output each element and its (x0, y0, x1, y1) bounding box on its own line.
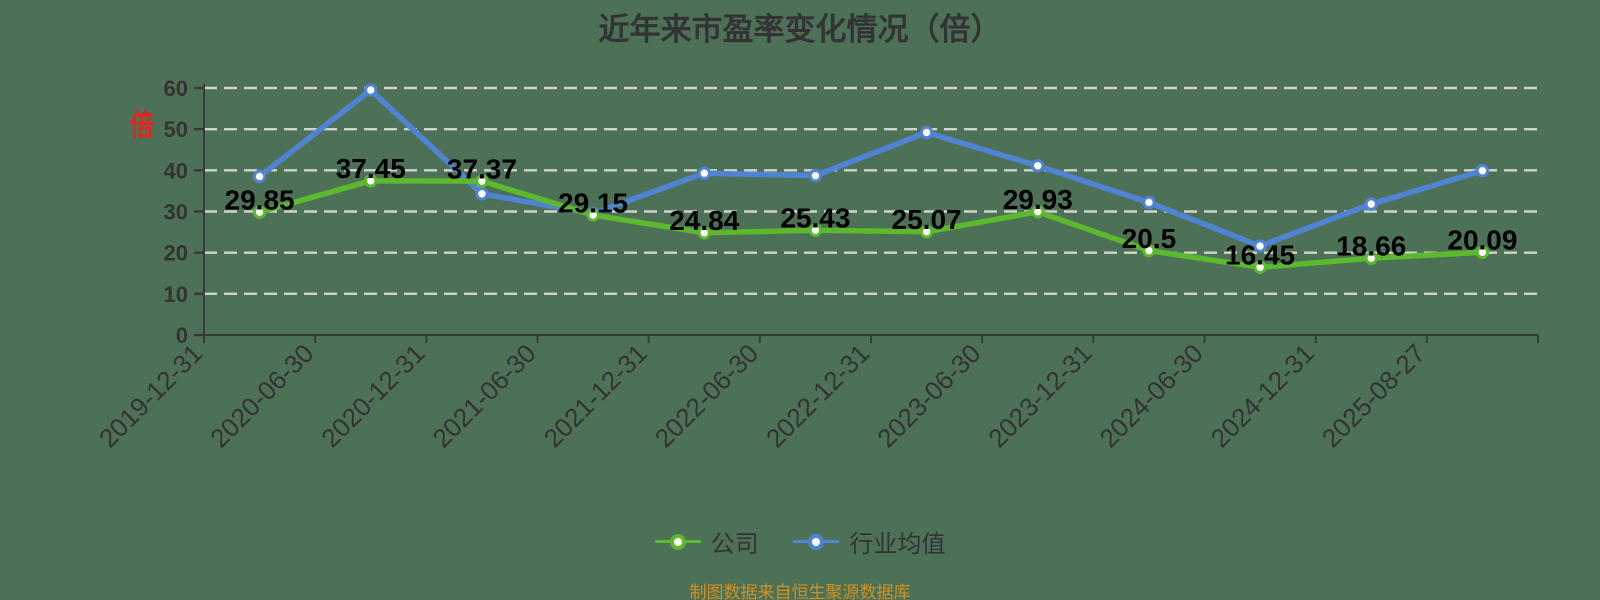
svg-text:2022-06-30: 2022-06-30 (649, 338, 764, 453)
svg-text:10: 10 (164, 282, 188, 307)
svg-text:2025-08-27: 2025-08-27 (1316, 338, 1431, 453)
svg-text:29.15: 29.15 (558, 187, 628, 218)
svg-text:2024-06-30: 2024-06-30 (1093, 338, 1208, 453)
svg-text:2021-06-30: 2021-06-30 (426, 338, 541, 453)
svg-text:25.07: 25.07 (892, 204, 962, 235)
svg-text:2023-12-31: 2023-12-31 (982, 338, 1097, 453)
svg-text:2021-12-31: 2021-12-31 (538, 338, 653, 453)
svg-text:2020-06-30: 2020-06-30 (204, 338, 319, 453)
svg-text:50: 50 (164, 117, 188, 142)
svg-text:2024-12-31: 2024-12-31 (1205, 338, 1320, 453)
svg-text:20.5: 20.5 (1122, 223, 1177, 254)
svg-text:37.45: 37.45 (336, 153, 406, 184)
svg-text:16.45: 16.45 (1225, 240, 1295, 271)
svg-text:30: 30 (164, 200, 188, 225)
svg-text:37.37: 37.37 (447, 154, 517, 185)
svg-text:18.66: 18.66 (1336, 231, 1406, 262)
svg-text:29.85: 29.85 (225, 185, 295, 216)
svg-text:20.09: 20.09 (1447, 225, 1517, 256)
svg-text:40: 40 (164, 158, 188, 183)
svg-text:2019-12-31: 2019-12-31 (93, 338, 208, 453)
svg-text:25.43: 25.43 (780, 203, 850, 234)
svg-text:2023-06-30: 2023-06-30 (871, 338, 986, 453)
svg-text:20: 20 (164, 241, 188, 266)
svg-text:2022-12-31: 2022-12-31 (760, 338, 875, 453)
svg-text:2020-12-31: 2020-12-31 (315, 338, 430, 453)
svg-text:60: 60 (164, 76, 188, 101)
svg-text:24.84: 24.84 (669, 205, 739, 236)
svg-text:29.93: 29.93 (1003, 184, 1073, 215)
